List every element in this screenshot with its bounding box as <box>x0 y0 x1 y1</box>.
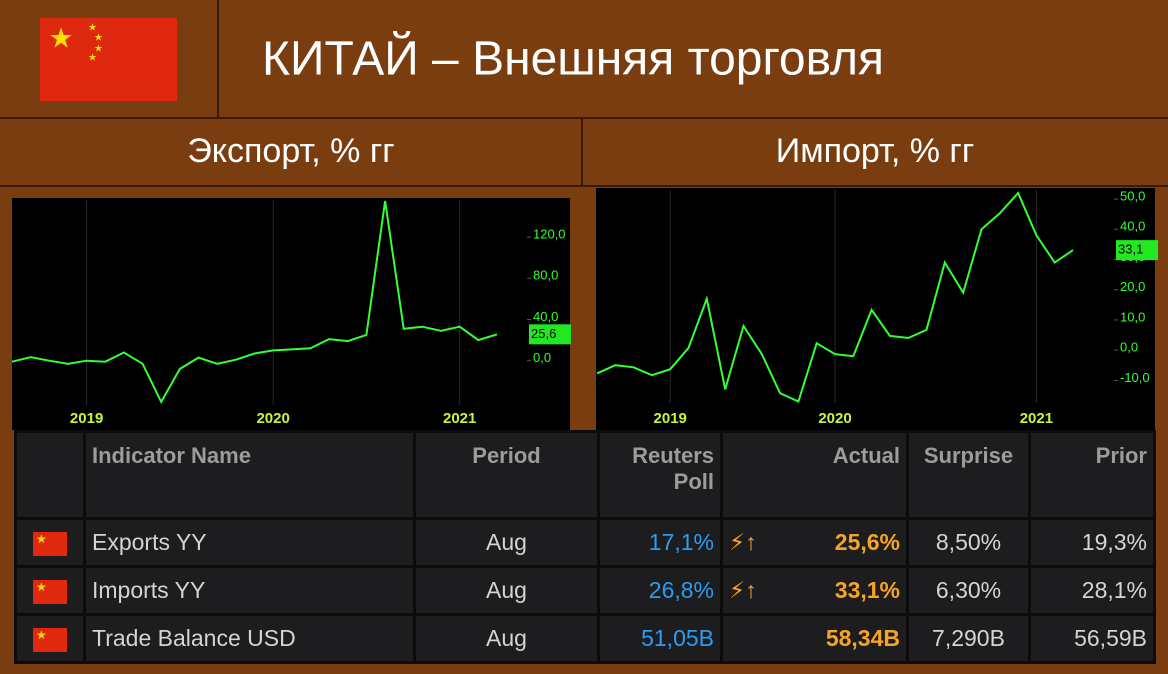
flag-icon <box>33 579 67 604</box>
last-value-box <box>529 324 571 345</box>
cell-text: Aug <box>486 577 527 603</box>
svg-text:★: ★ <box>88 53 97 64</box>
y-tick-label: -10,0 <box>1120 370 1150 385</box>
svg-text:★: ★ <box>48 22 73 53</box>
flag: ★ ★ ★ ★ ★ <box>40 18 177 101</box>
table-cell: ⚡↑ 33,1% <box>720 565 909 616</box>
flag-cell <box>14 565 86 616</box>
table-cell: 8,50% <box>906 517 1031 568</box>
table-cell: 51,05B <box>597 613 723 664</box>
column-header: Surprise <box>906 430 1031 520</box>
cell-text: 26,8% <box>648 577 714 603</box>
table-cell: Aug <box>413 565 600 616</box>
cell-text: 17,1% <box>648 529 714 555</box>
surprise-icon: ⚡↑ <box>729 529 757 555</box>
y-tick-label: 40,0 <box>1120 219 1145 234</box>
y-tick-label: 0,0 <box>533 350 551 365</box>
flag-cell <box>14 613 86 664</box>
cell-text: 58,34B <box>825 625 900 651</box>
y-tick-label: 40,0 <box>533 309 558 324</box>
svg-text:★: ★ <box>94 44 103 55</box>
table-cell: 58,34B <box>720 613 909 664</box>
chart-title: Импорт, % гг <box>776 132 974 170</box>
table-cell: 7,290B <box>906 613 1031 664</box>
divider <box>0 185 1168 187</box>
x-tick-label: 2021 <box>1020 410 1053 427</box>
y-tick-label: 50,0 <box>1120 189 1145 204</box>
table-cell: 6,30% <box>906 565 1031 616</box>
table-cell: Imports YY <box>83 565 416 616</box>
table-row: Trade Balance USD Aug 51,05B 58,34B 7,290B 56… <box>14 613 1156 664</box>
table-cell: 28,1% <box>1028 565 1156 616</box>
page-title: КИТАЙ – Внешняя торговля <box>262 31 884 86</box>
table-body: Exports YY Aug 17,1% ⚡↑ 25,6% 8,50% 19,3% Impor… <box>14 517 1156 664</box>
column-header: Actual <box>720 430 909 520</box>
table-row: Imports YY Aug 26,8% ⚡↑ 33,1% 6,30% 28,1% <box>14 565 1156 616</box>
indicator-table: Indicator Name Period Reuters Poll Actua… <box>14 430 1156 664</box>
svg-text:★: ★ <box>94 33 103 44</box>
surprise-icon: ⚡↑ <box>729 577 757 603</box>
table-cell: 17,1% <box>597 517 723 568</box>
flag-icon <box>33 531 67 556</box>
divider <box>217 0 219 117</box>
y-tick-label: 120,0 <box>533 227 566 242</box>
cell-text: Aug <box>486 529 527 555</box>
table-cell: 19,3% <box>1028 517 1156 568</box>
divider <box>0 117 1168 119</box>
cell-text: 19,3% <box>1081 529 1147 555</box>
y-tick-label: 20,0 <box>1120 279 1145 294</box>
table-cell: Aug <box>413 517 600 568</box>
table-cell: Aug <box>413 613 600 664</box>
divider <box>581 117 583 187</box>
column-header: Period <box>413 430 600 520</box>
last-value-label: 25,6 <box>531 326 556 341</box>
table-cell: 26,8% <box>597 565 723 616</box>
x-tick-label: 2020 <box>818 410 851 427</box>
column-header: Reuters Poll <box>597 430 723 520</box>
chart-panel <box>12 198 570 430</box>
data-line <box>11 200 498 405</box>
cell-text: Imports YY <box>92 577 206 603</box>
cell-text: 56,59B <box>1074 625 1147 651</box>
data-line <box>596 191 1074 403</box>
x-tick-label: 2020 <box>256 410 289 427</box>
y-tick-label: 0,0 <box>1120 340 1138 355</box>
cell-text: 6,30% <box>935 577 1002 603</box>
table-cell: ⚡↑ 25,6% <box>720 517 909 568</box>
x-tick-label: 2019 <box>70 410 103 427</box>
cell-text: 28,1% <box>1081 577 1147 603</box>
cell-text: 7,290B <box>932 625 1005 651</box>
table-cell: Trade Balance USD <box>83 613 416 664</box>
cell-text: Aug <box>486 625 527 651</box>
x-tick-label: 2021 <box>443 410 476 427</box>
cell-text: 33,1% <box>834 577 900 603</box>
chart-panel <box>596 188 1155 430</box>
cell-text: 25,6% <box>834 529 900 555</box>
last-value-label: 33,1 <box>1118 242 1143 257</box>
flag-header <box>14 430 86 520</box>
flag-icon <box>33 627 67 652</box>
column-header: Prior <box>1028 430 1156 520</box>
table-row: Exports YY Aug 17,1% ⚡↑ 25,6% 8,50% 19,3% <box>14 517 1156 568</box>
table-cell: 56,59B <box>1028 613 1156 664</box>
table-header: Indicator Name Period Reuters Poll Actua… <box>14 430 1156 520</box>
table-cell: Exports YY <box>83 517 416 568</box>
svg-text:★: ★ <box>88 23 97 34</box>
y-tick-label: 10,0 <box>1120 309 1145 324</box>
column-header: Indicator Name <box>83 430 416 520</box>
flag-cell <box>14 517 86 568</box>
cell-text: Trade Balance USD <box>92 625 296 651</box>
cell-text: 51,05B <box>641 625 714 651</box>
x-tick-label: 2019 <box>654 410 687 427</box>
cell-text: Exports YY <box>92 529 207 555</box>
cell-text: 8,50% <box>935 529 1002 555</box>
y-tick-label: 80,0 <box>533 268 558 283</box>
chart-title: Экспорт, % гг <box>187 132 394 170</box>
last-value-box <box>1116 240 1158 261</box>
